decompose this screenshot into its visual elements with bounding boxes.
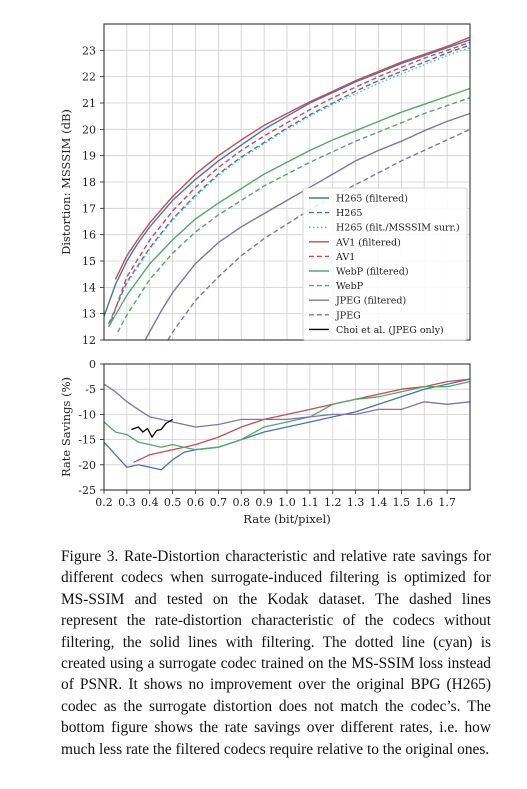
series-line — [103, 39, 471, 317]
series-line — [131, 418, 173, 438]
series-line — [133, 378, 471, 463]
series-line — [103, 383, 471, 428]
legend-label: AV1 (filtered) — [335, 237, 401, 248]
series-line — [107, 47, 471, 325]
y-tick-label: 15 — [82, 255, 96, 268]
y-tick-label: -10 — [78, 408, 96, 421]
x-axis-label: Rate (bit/pixel) — [243, 512, 330, 526]
x-tick-label: 0.3 — [118, 496, 136, 509]
series-line — [144, 112, 471, 341]
y-tick-label: 0 — [89, 358, 96, 371]
legend-label: JPEG (filtered) — [335, 296, 406, 307]
y-tick-label: 13 — [82, 308, 96, 321]
x-tick-label: 0.6 — [187, 496, 205, 509]
y-tick-label: -5 — [85, 383, 96, 396]
x-tick-label: 0.8 — [233, 496, 251, 509]
y-tick-label: -25 — [78, 484, 96, 497]
legend-label: JPEG — [335, 310, 361, 321]
y-tick-label: 16 — [82, 229, 96, 242]
legend-label: H265 (filt./MSSSIM surr.) — [336, 223, 460, 234]
legend-label: H265 (filtered) — [336, 194, 408, 205]
x-tick-label: 0.9 — [255, 496, 273, 509]
x-tick-label: 1.4 — [370, 496, 388, 509]
x-tick-label: 1.5 — [393, 496, 411, 509]
y-tick-label: 20 — [82, 123, 96, 136]
y-tick-label: 17 — [82, 202, 96, 215]
legend-label: H265 — [336, 208, 362, 219]
legend-label: AV1 — [335, 252, 355, 263]
y-axis-label: Distortion: MSSSIM (dB) — [59, 109, 73, 255]
y-tick-label: 12 — [82, 334, 96, 347]
x-tick-label: 1.6 — [416, 496, 434, 509]
y-tick-label: 23 — [82, 44, 96, 57]
series-line — [103, 380, 471, 451]
x-tick-label: 0.4 — [141, 496, 159, 509]
series-line — [114, 36, 471, 280]
y-tick-label: -15 — [78, 434, 96, 447]
x-tick-label: 0.7 — [210, 496, 228, 509]
y-tick-label: 14 — [82, 281, 96, 294]
x-tick-label: 1.0 — [278, 496, 296, 509]
series-line — [107, 87, 471, 328]
series-line — [117, 97, 471, 333]
x-tick-label: 1.7 — [438, 496, 456, 509]
y-tick-label: 22 — [82, 71, 96, 84]
legend-label: WebP (filtered) — [336, 267, 409, 278]
y-tick-label: -20 — [78, 459, 96, 472]
x-tick-label: 1.1 — [301, 496, 319, 509]
figure-caption: Figure 3. Rate-Distortion characteristic… — [61, 548, 491, 758]
x-tick-label: 0.2 — [95, 496, 113, 509]
rd-plot: 12 13 14 15 16 17 18 19 20 21 22 23 Distortion: MSSS… — [59, 23, 471, 347]
y-tick-label: 19 — [82, 150, 96, 163]
y-axis-label: Rate Savings (%) — [59, 377, 73, 477]
rate-savings-plot: 0.2 0.3 0.4 0.5 0.6 0.7 0.8 0.9 1.0 1.1 1.2 1.3 1.4 1… — [59, 358, 471, 526]
x-tick-label: 0.5 — [164, 496, 182, 509]
x-tick-label: 1.3 — [347, 496, 365, 509]
y-tick-label: 18 — [82, 176, 96, 189]
series-line — [110, 41, 471, 322]
x-tick-label: 1.2 — [324, 496, 342, 509]
legend-label: Choi et al. (JPEG only) — [336, 325, 444, 336]
rate-distortion-figure: 12 13 14 15 16 17 18 19 20 21 22 23 Distortion: MSSS… — [59, 23, 471, 526]
y-tick-label: 21 — [82, 97, 96, 110]
legend-box — [302, 187, 468, 341]
legend-label: WebP — [336, 281, 364, 292]
